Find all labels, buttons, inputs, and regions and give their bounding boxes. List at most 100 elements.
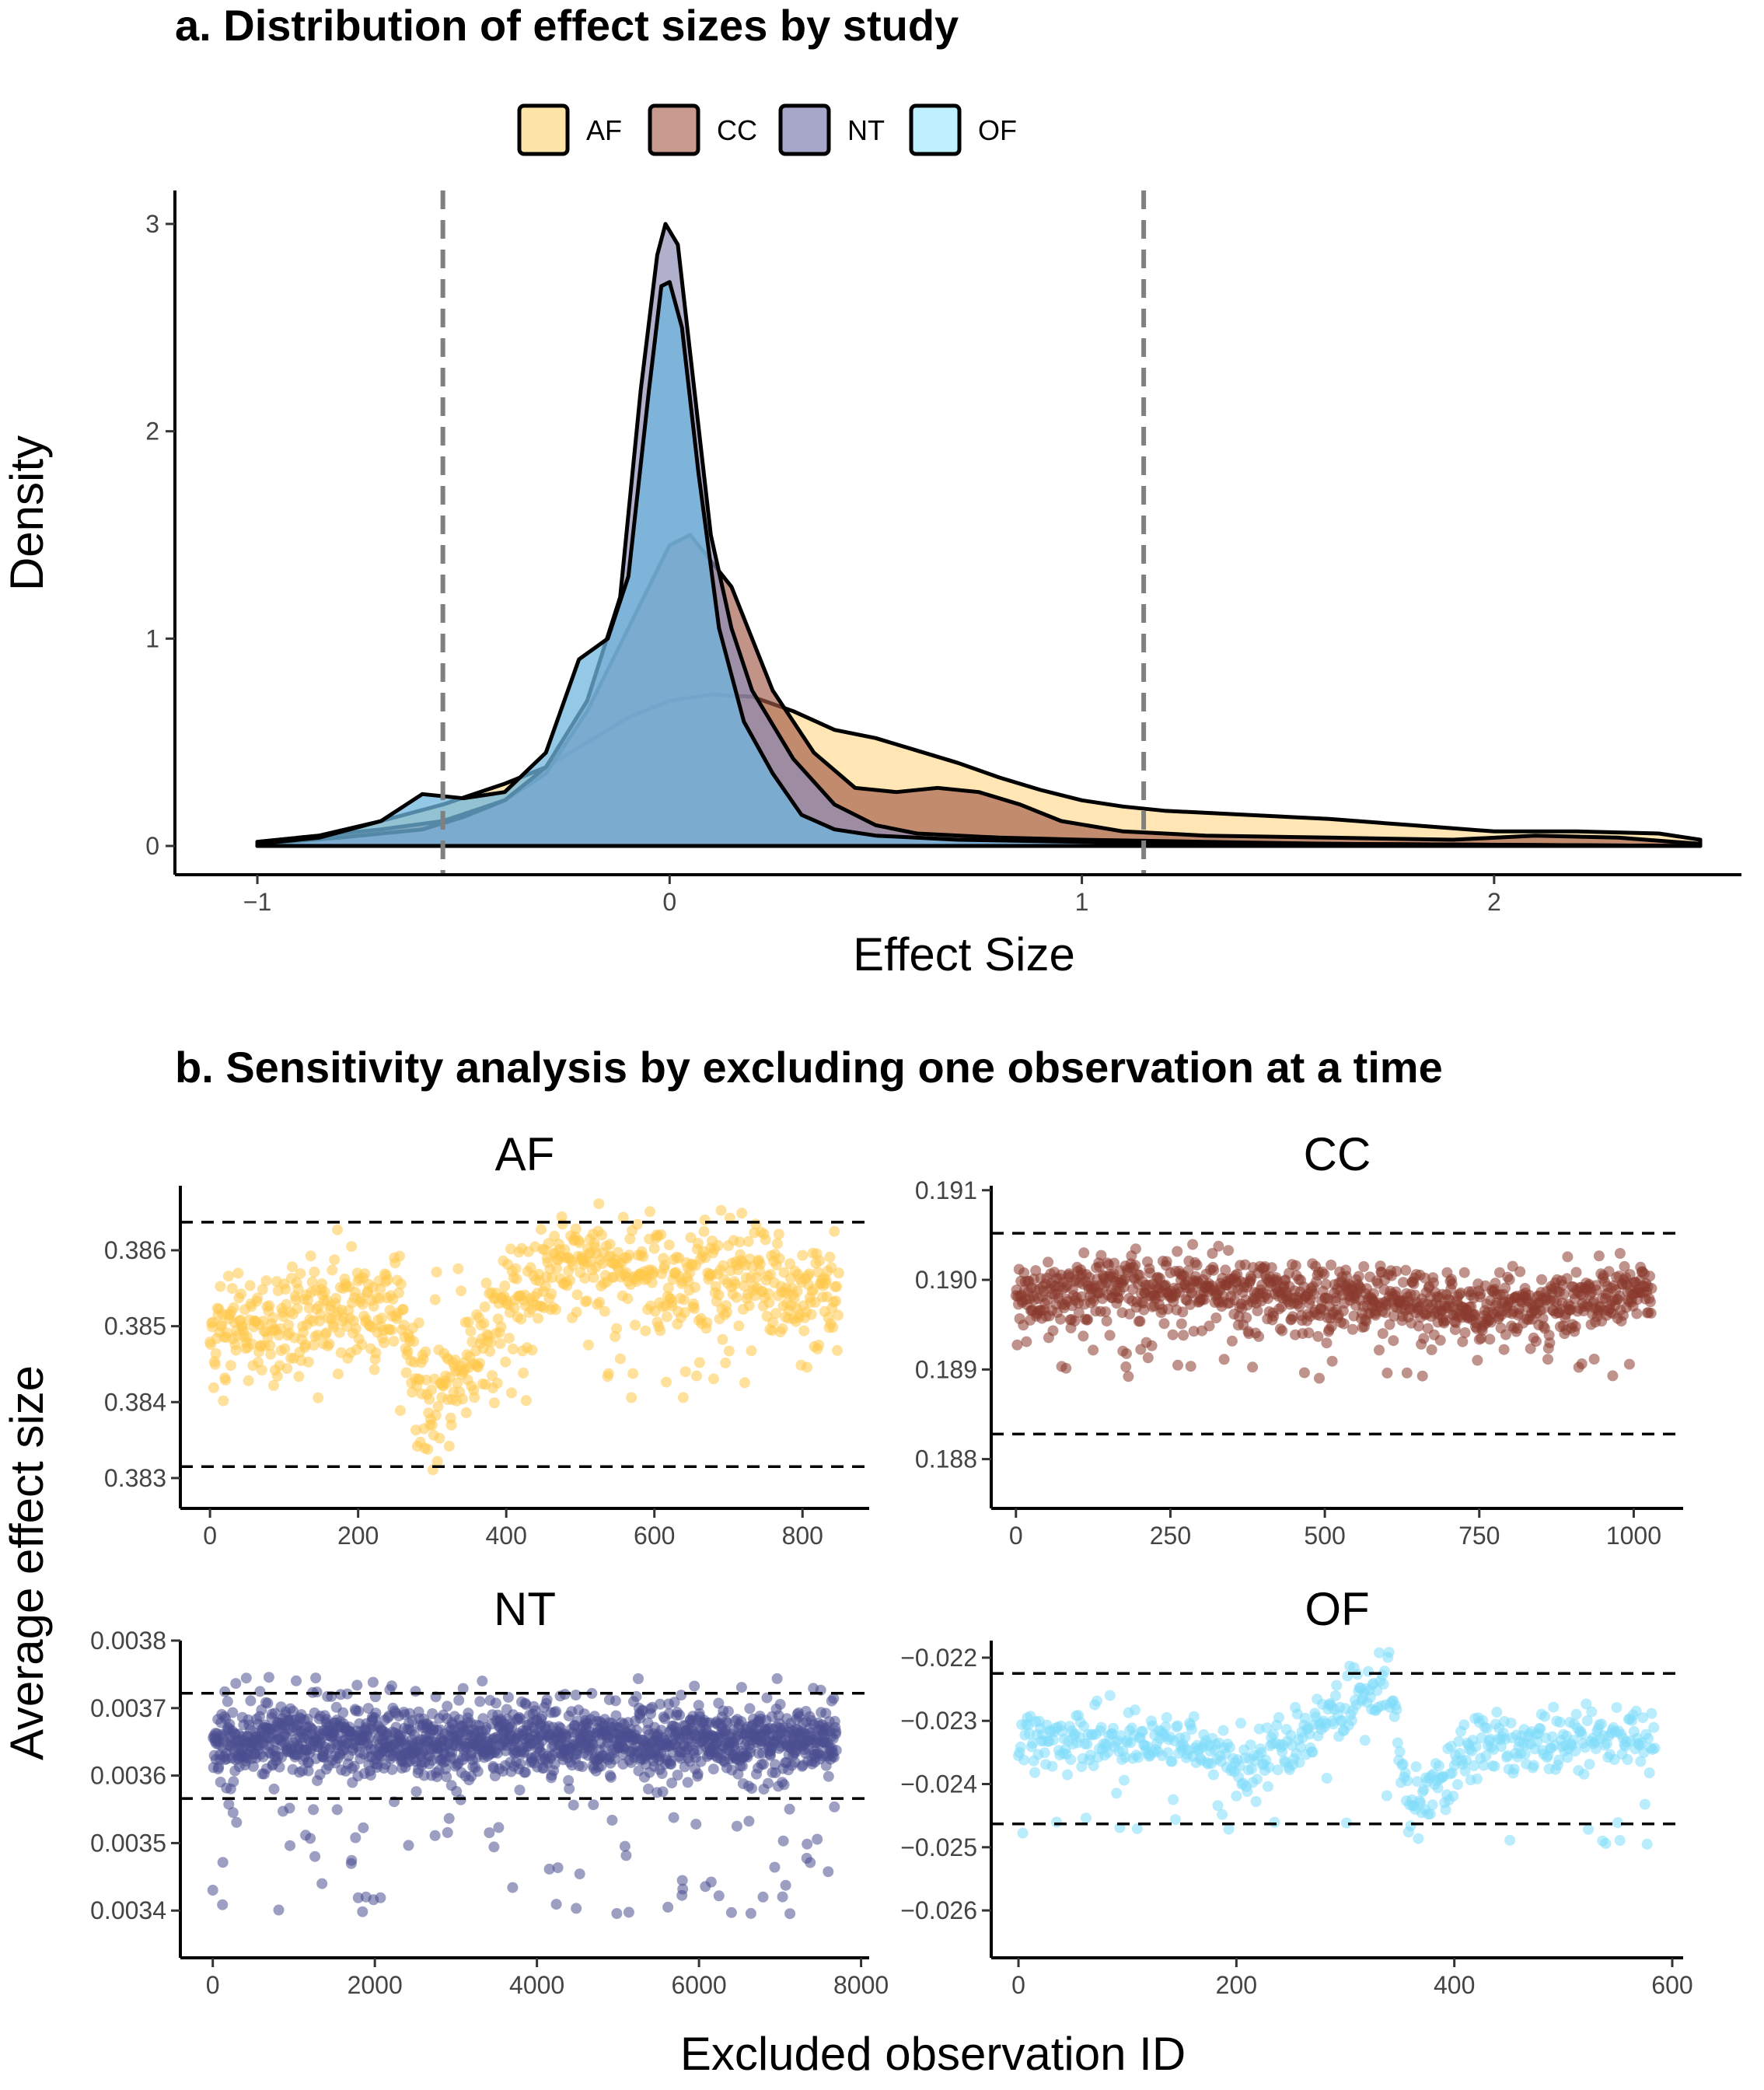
scatter-point: [571, 1306, 582, 1318]
scatter-point: [227, 1707, 239, 1718]
scatter-point: [451, 1786, 463, 1797]
scatter-point: [692, 1768, 704, 1780]
scatter-point: [1161, 1711, 1172, 1723]
scatter-point: [1537, 1312, 1549, 1324]
scatter-point: [341, 1688, 353, 1700]
scatter-point: [284, 1802, 295, 1814]
scatter-point: [1544, 1337, 1556, 1349]
scatter-point: [1500, 1282, 1511, 1294]
scatter-point: [705, 1876, 717, 1888]
scatter-point: [398, 1319, 410, 1331]
scatter-point: [1080, 1812, 1092, 1824]
scatter-point: [713, 1289, 725, 1301]
scatter-point: [1448, 1791, 1459, 1802]
scatter-point: [1138, 1304, 1150, 1316]
sensitivity-y-axis-label: Average effect size: [1, 1365, 53, 1760]
scatter-point: [536, 1224, 547, 1235]
scatter-point: [505, 1243, 516, 1255]
scatter-point: [765, 1269, 777, 1281]
scatter-point: [1584, 1759, 1595, 1770]
density-plot: −1 0 1 2 0 1 2 3: [145, 190, 1741, 916]
scatter-point: [1643, 1732, 1654, 1744]
scatter-point: [291, 1675, 302, 1686]
scatter-point: [1458, 1267, 1470, 1278]
density-area-of: [255, 280, 1703, 848]
scatter-point: [525, 1262, 536, 1274]
facet-y-tick-label: 0.0036: [90, 1762, 166, 1790]
scatter-point: [1047, 1734, 1059, 1746]
facet-x-tick-label: 600: [634, 1522, 675, 1550]
scatter-point: [1384, 1319, 1395, 1330]
scatter-point: [285, 1840, 295, 1851]
scatter-point: [679, 1307, 690, 1318]
scatter-point: [1514, 1308, 1525, 1319]
scatter-point: [312, 1330, 323, 1341]
legend: AF CC NT OF: [517, 103, 1017, 156]
scatter-point: [656, 1768, 668, 1779]
scatter-point: [1446, 1278, 1458, 1290]
scatter-point: [1576, 1728, 1588, 1740]
scatter-point: [1321, 1773, 1333, 1784]
scatter-point: [665, 1759, 677, 1770]
scatter-point: [736, 1208, 748, 1219]
scatter-point: [457, 1393, 468, 1405]
scatter-point: [1368, 1288, 1379, 1299]
scatter-point: [1359, 1735, 1371, 1746]
scatter-point: [327, 1264, 338, 1276]
scatter-point: [1583, 1823, 1595, 1835]
scatter-point: [745, 1907, 756, 1919]
scatter-point: [245, 1695, 257, 1707]
scatter-point: [550, 1706, 562, 1718]
scatter-point: [1051, 1816, 1063, 1828]
scatter-point: [426, 1384, 437, 1396]
legend-key-af: [517, 103, 570, 156]
scatter-point: [397, 1304, 409, 1315]
scatter-point: [820, 1274, 832, 1286]
scatter-point: [1644, 1270, 1656, 1282]
facet-cc: CC 0 250 500 750 1000 0.188 0.189 0.190 0.191: [915, 1128, 1683, 1550]
scatter-point: [1570, 1267, 1582, 1278]
scatter-point: [1250, 1796, 1262, 1807]
scatter-point: [712, 1239, 724, 1251]
scatter-point: [1644, 1296, 1656, 1308]
scatter-point: [1340, 1817, 1352, 1829]
scatter-point: [257, 1284, 268, 1295]
scatter-point: [1614, 1835, 1626, 1846]
scatter-point: [721, 1306, 733, 1318]
facet-x-tick-label: 250: [1150, 1522, 1191, 1550]
scatter-point: [1392, 1737, 1403, 1749]
scatter-point: [244, 1280, 256, 1291]
scatter-point: [431, 1456, 443, 1467]
scatter-point: [293, 1371, 305, 1382]
facet-of: OF 0 200 400 600 −0.026 −0.025 −0.024 −0.023 −0.0…: [900, 1583, 1692, 1999]
scatter-point: [1374, 1647, 1385, 1658]
scatter-point: [570, 1690, 582, 1700]
scatter-point: [410, 1786, 422, 1798]
scatter-point: [604, 1239, 616, 1250]
scatter-point: [770, 1308, 781, 1319]
scatter-point: [746, 1345, 757, 1357]
legend-label-cc: CC: [717, 114, 757, 146]
scatter-point: [207, 1885, 218, 1896]
legend-key-of: [909, 103, 962, 156]
scatter-point: [441, 1771, 452, 1783]
scatter-point: [334, 1326, 345, 1338]
scatter-point: [228, 1776, 239, 1788]
scatter-point: [236, 1288, 247, 1300]
scatter-point: [292, 1303, 303, 1314]
scatter-point: [247, 1760, 259, 1772]
scatter-point: [648, 1242, 660, 1254]
scatter-point: [1481, 1722, 1493, 1734]
scatter-point: [256, 1365, 267, 1376]
scatter-point: [485, 1337, 497, 1348]
scatter-point: [564, 1274, 576, 1286]
scatter-point: [679, 1366, 691, 1378]
scatter-point: [1402, 1775, 1413, 1787]
scatter-point: [669, 1697, 680, 1708]
scatter-point: [424, 1393, 435, 1405]
scatter-point: [363, 1732, 375, 1744]
scatter-point: [1175, 1318, 1187, 1330]
facet-y-tick-label: 0.0035: [90, 1829, 166, 1857]
scatter-point: [663, 1239, 675, 1251]
scatter-point: [771, 1672, 783, 1684]
